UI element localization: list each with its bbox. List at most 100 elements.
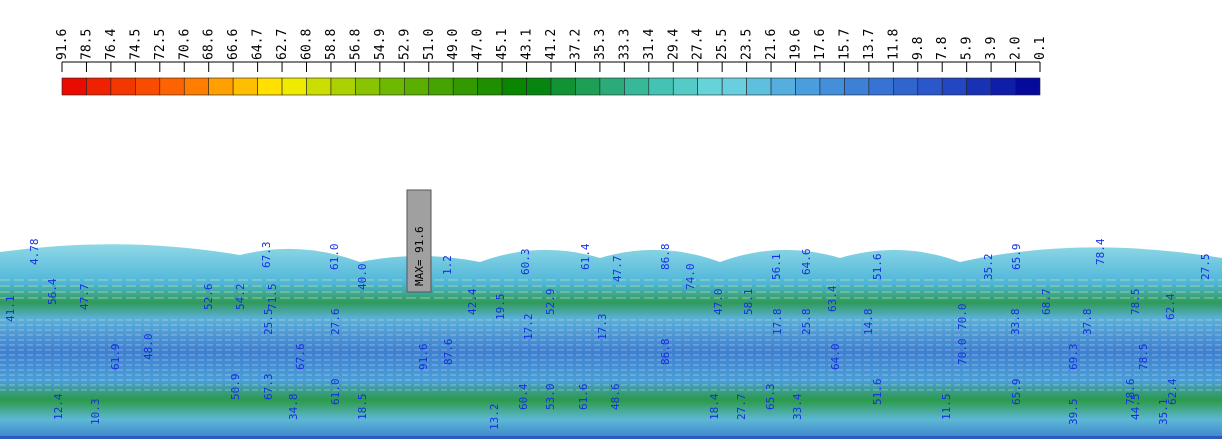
legend-label: 21.6 <box>764 29 779 60</box>
legend-label: 15.7 <box>837 29 852 60</box>
legend-label: 17.6 <box>813 29 828 60</box>
legend-swatch <box>429 78 453 95</box>
contour-label: 63.4 <box>826 285 839 312</box>
contour-label: 62.4 <box>1166 378 1179 405</box>
contour-label: 70.0 <box>956 339 969 366</box>
contour-label: 51.6 <box>871 379 884 406</box>
legend-label: 47.0 <box>471 29 486 60</box>
contour-label: 12.4 <box>52 393 65 420</box>
legend-swatch <box>404 78 428 95</box>
contour-label: 25.5 <box>262 309 275 336</box>
contour-label: 18.5 <box>356 394 369 421</box>
legend-label: 62.7 <box>275 29 290 60</box>
contour-label: 52.9 <box>544 289 557 316</box>
legend-swatch <box>869 78 893 95</box>
contour-label: 50.9 <box>229 374 242 401</box>
legend-label: 70.6 <box>177 29 192 60</box>
legend-label: 31.4 <box>642 29 657 60</box>
contour-label: 64.6 <box>800 249 813 276</box>
legend-swatch <box>624 78 648 95</box>
contour-label: 47.0 <box>712 289 725 316</box>
legend-label: 13.7 <box>862 29 877 60</box>
contour-label: 25.8 <box>800 309 813 336</box>
contour-label: 56.1 <box>770 254 783 281</box>
legend-swatch <box>551 78 575 95</box>
legend-swatch <box>527 78 551 95</box>
contour-label: 60.3 <box>519 249 532 276</box>
legend-swatch <box>233 78 257 95</box>
legend-label: 76.4 <box>104 29 119 60</box>
contour-label: 78.5 <box>1137 344 1150 371</box>
legend-swatch <box>942 78 966 95</box>
legend-swatch <box>673 78 697 95</box>
contour-label: 69.3 <box>1067 344 1080 371</box>
contour-label: 87.6 <box>442 339 455 366</box>
legend-swatch <box>796 78 820 95</box>
contour-label: 47.7 <box>611 256 624 283</box>
legend-label: 58.8 <box>324 29 339 60</box>
legend-label: 37.2 <box>568 29 583 60</box>
legend-swatch <box>380 78 404 95</box>
legend-swatch <box>722 78 746 95</box>
legend-swatch <box>160 78 184 95</box>
legend-label: 25.5 <box>715 29 730 60</box>
legend-swatch <box>649 78 673 95</box>
contour-label: 62.4 <box>1164 293 1177 320</box>
legend-swatch <box>209 78 233 95</box>
legend-label: 60.8 <box>300 29 315 60</box>
legend-swatch <box>502 78 526 95</box>
contour-label: 56.4 <box>46 278 59 305</box>
legend-label: 5.9 <box>960 37 975 60</box>
legend-label: 72.5 <box>153 29 168 60</box>
contour-label: 67.3 <box>262 374 275 401</box>
legend-label: 43.1 <box>520 29 535 60</box>
legend-swatch <box>355 78 379 95</box>
contour-label: 60.4 <box>517 383 530 410</box>
legend-label: 64.7 <box>251 29 266 60</box>
legend-label: 45.1 <box>495 29 510 60</box>
legend-swatch <box>111 78 135 95</box>
legend-swatch <box>258 78 282 95</box>
legend-swatch <box>991 78 1015 95</box>
legend-label: 68.6 <box>202 29 217 60</box>
contour-label: 53.0 <box>544 384 557 411</box>
legend-label: 91.6 <box>55 29 70 60</box>
legend-swatch <box>282 78 306 95</box>
contour-label: 37.8 <box>1081 309 1094 336</box>
contour-label: 65.3 <box>764 384 777 411</box>
contour-label: 67.6 <box>294 344 307 371</box>
max-label: MAX= 91.6 <box>413 226 426 286</box>
contour-label: 27.6 <box>329 309 342 336</box>
contour-label: 61.0 <box>329 379 342 406</box>
contour-label: 61.9 <box>109 344 122 371</box>
legend-label: 51.0 <box>422 29 437 60</box>
contour-label: 48.6 <box>609 384 622 411</box>
contour-label: 27.7 <box>735 394 748 421</box>
legend-label: 0.1 <box>1033 37 1048 60</box>
contour-label: 41.1 <box>4 296 17 323</box>
legend-swatch <box>698 78 722 95</box>
legend-swatch <box>307 78 331 95</box>
contour-label: 68.7 <box>1040 289 1053 316</box>
legend-label: 78.5 <box>79 29 94 60</box>
contour-label: 18.4 <box>708 393 721 420</box>
contour-label: 61.0 <box>328 244 341 271</box>
contour-label: 47.7 <box>78 284 91 311</box>
contour-label: 34.8 <box>287 394 300 421</box>
contour-label: 54.2 <box>234 284 247 311</box>
legend-label: 33.3 <box>617 29 632 60</box>
legend-swatch <box>771 78 795 95</box>
legend-label: 27.4 <box>691 29 706 60</box>
contour-label: 67.3 <box>260 242 273 269</box>
legend-label: 56.8 <box>348 29 363 60</box>
legend-label: 66.6 <box>226 29 241 60</box>
legend-label: 74.5 <box>128 29 143 60</box>
contour-label: 17.2 <box>522 314 535 341</box>
contour-label: 74.0 <box>684 264 697 291</box>
contour-label: 13.2 <box>488 404 501 431</box>
legend-label: 23.5 <box>740 29 755 60</box>
legend-swatch <box>331 78 355 95</box>
contour-label: 17.8 <box>771 309 784 336</box>
contour-label: 17.3 <box>596 314 609 341</box>
contour-view: MAX= 91.6 91.6 78.5 76.4 74.5 72.5 70.6 68.6 66… <box>0 0 1222 439</box>
